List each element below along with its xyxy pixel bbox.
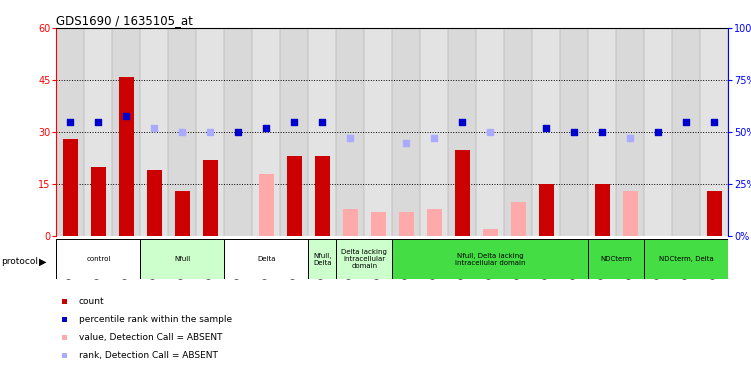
Text: control: control <box>86 256 110 262</box>
Text: Nfull,
Delta: Nfull, Delta <box>313 253 332 266</box>
Bar <box>119 77 134 236</box>
Point <box>484 129 496 135</box>
Text: NDCterm, Delta: NDCterm, Delta <box>659 256 714 262</box>
Point <box>569 129 581 135</box>
Bar <box>146 170 162 236</box>
Bar <box>538 184 554 236</box>
Bar <box>168 28 196 236</box>
Bar <box>560 28 589 236</box>
Bar <box>258 174 274 236</box>
Bar <box>84 28 113 236</box>
Bar <box>644 239 728 279</box>
Text: NDCterm: NDCterm <box>601 256 632 262</box>
Bar <box>589 239 644 279</box>
Bar <box>589 28 617 236</box>
Bar <box>225 239 309 279</box>
Bar <box>196 28 225 236</box>
Text: count: count <box>79 297 104 306</box>
Bar <box>483 229 498 236</box>
Text: Delta lacking
intracellular
domain: Delta lacking intracellular domain <box>342 249 388 269</box>
Point <box>428 135 440 141</box>
Point <box>261 125 273 131</box>
Bar <box>392 239 589 279</box>
Bar <box>140 239 225 279</box>
Bar <box>623 191 638 236</box>
Bar <box>336 239 392 279</box>
Bar <box>707 191 722 236</box>
Bar <box>140 28 168 236</box>
Bar <box>427 209 442 236</box>
Point <box>596 129 608 135</box>
Bar <box>309 28 336 236</box>
Point <box>680 119 692 125</box>
Point <box>541 125 553 131</box>
Text: protocol: protocol <box>2 257 38 266</box>
Text: rank, Detection Call = ABSENT: rank, Detection Call = ABSENT <box>79 351 218 360</box>
Point <box>708 119 720 125</box>
Bar <box>203 160 218 236</box>
Bar <box>505 28 532 236</box>
Bar <box>56 28 84 236</box>
Bar <box>287 156 302 236</box>
Bar <box>421 28 448 236</box>
Point <box>457 119 469 125</box>
Text: GDS1690 / 1635105_at: GDS1690 / 1635105_at <box>56 14 193 27</box>
Bar <box>476 28 505 236</box>
Text: ▶: ▶ <box>39 256 47 266</box>
Bar <box>315 156 330 236</box>
Text: Delta: Delta <box>257 256 276 262</box>
Bar <box>175 191 190 236</box>
Bar <box>399 212 414 236</box>
Bar <box>62 139 78 236</box>
Bar <box>280 28 309 236</box>
Bar <box>672 28 701 236</box>
Bar <box>364 28 392 236</box>
Bar <box>617 28 644 236</box>
Point <box>400 140 412 146</box>
Point <box>92 119 104 125</box>
Bar <box>644 28 672 236</box>
Point <box>176 129 189 135</box>
Point <box>65 119 77 125</box>
Point <box>288 119 300 125</box>
Bar <box>454 150 470 236</box>
Point <box>120 112 132 118</box>
Point <box>653 129 665 135</box>
Bar <box>91 167 106 236</box>
Bar <box>595 184 610 236</box>
Bar <box>225 28 252 236</box>
Bar <box>336 28 364 236</box>
Text: Nfull: Nfull <box>174 256 191 262</box>
Point <box>345 135 357 141</box>
Bar <box>392 28 421 236</box>
Bar <box>532 28 560 236</box>
Point <box>232 129 244 135</box>
Bar <box>701 28 728 236</box>
Text: value, Detection Call = ABSENT: value, Detection Call = ABSENT <box>79 333 222 342</box>
Text: Nfull, Delta lacking
intracellular domain: Nfull, Delta lacking intracellular domai… <box>455 253 526 266</box>
Text: percentile rank within the sample: percentile rank within the sample <box>79 315 232 324</box>
Point <box>204 129 216 135</box>
Bar <box>511 202 526 236</box>
Bar <box>56 239 140 279</box>
Bar <box>309 239 336 279</box>
Bar <box>252 28 280 236</box>
Bar <box>448 28 476 236</box>
Bar <box>342 209 358 236</box>
Bar <box>113 28 140 236</box>
Bar <box>371 212 386 236</box>
Point <box>149 125 161 131</box>
Point <box>624 135 636 141</box>
Point <box>316 119 328 125</box>
